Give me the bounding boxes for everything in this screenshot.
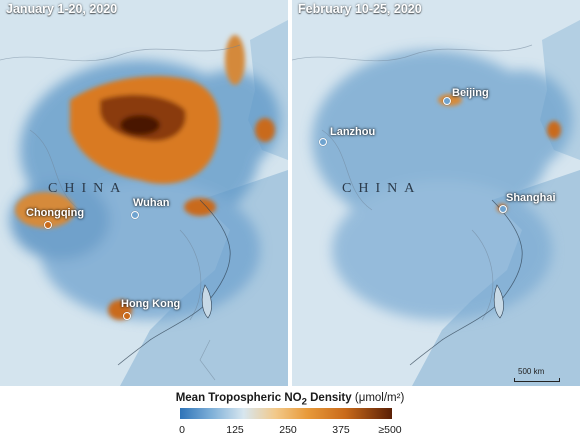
city-label-chongqing: Chongqing bbox=[26, 207, 85, 219]
map-panel-february: February 10-25, 2020 CHINA Beijing Lanzh… bbox=[292, 0, 580, 386]
scale-bar-label: 500 km bbox=[518, 367, 545, 376]
country-label: CHINA bbox=[342, 181, 422, 196]
city-marker-beijing bbox=[443, 97, 451, 105]
city-label-hong-kong: Hong Kong bbox=[121, 298, 181, 310]
legend-tick: 0 bbox=[179, 424, 185, 436]
city-label-wuhan: Wuhan bbox=[133, 197, 170, 209]
taiwan-island bbox=[201, 284, 212, 319]
panel-title: February 10-25, 2020 bbox=[298, 2, 422, 16]
legend-title-suffix: Density bbox=[306, 392, 355, 404]
city-label-beijing: Beijing bbox=[452, 87, 489, 99]
city-marker-hong-kong bbox=[123, 312, 131, 320]
legend-tick: 125 bbox=[226, 424, 244, 436]
city-marker-lanzhou bbox=[319, 138, 327, 146]
country-label: CHINA bbox=[48, 181, 128, 196]
no2-map-january bbox=[0, 0, 288, 386]
legend-tick: 375 bbox=[332, 424, 350, 436]
legend-unit: (μmol/m²) bbox=[354, 392, 405, 404]
scale-bar bbox=[514, 378, 560, 382]
city-label-lanzhou: Lanzhou bbox=[330, 126, 376, 138]
legend-title-prefix: Mean Tropospheric NO bbox=[175, 392, 302, 404]
panel-title: January 1-20, 2020 bbox=[6, 2, 118, 16]
no2-map-february bbox=[292, 0, 580, 386]
map-panel-january: January 1-20, 2020 CHINA Chongqing Wuhan… bbox=[0, 0, 288, 386]
legend-tick: 250 bbox=[279, 424, 297, 436]
city-marker-chongqing bbox=[44, 221, 52, 229]
taiwan-island bbox=[493, 284, 504, 319]
city-marker-shanghai bbox=[499, 205, 507, 213]
city-marker-wuhan bbox=[131, 211, 139, 219]
legend-title-subscript: 2 bbox=[301, 396, 307, 408]
legend-tick: ≥500 bbox=[378, 424, 402, 436]
city-label-shanghai: Shanghai bbox=[506, 192, 556, 204]
legend-title: Mean Tropospheric NO2 Density (μmol/m²) bbox=[0, 392, 580, 407]
legend-color-bar bbox=[180, 408, 392, 419]
